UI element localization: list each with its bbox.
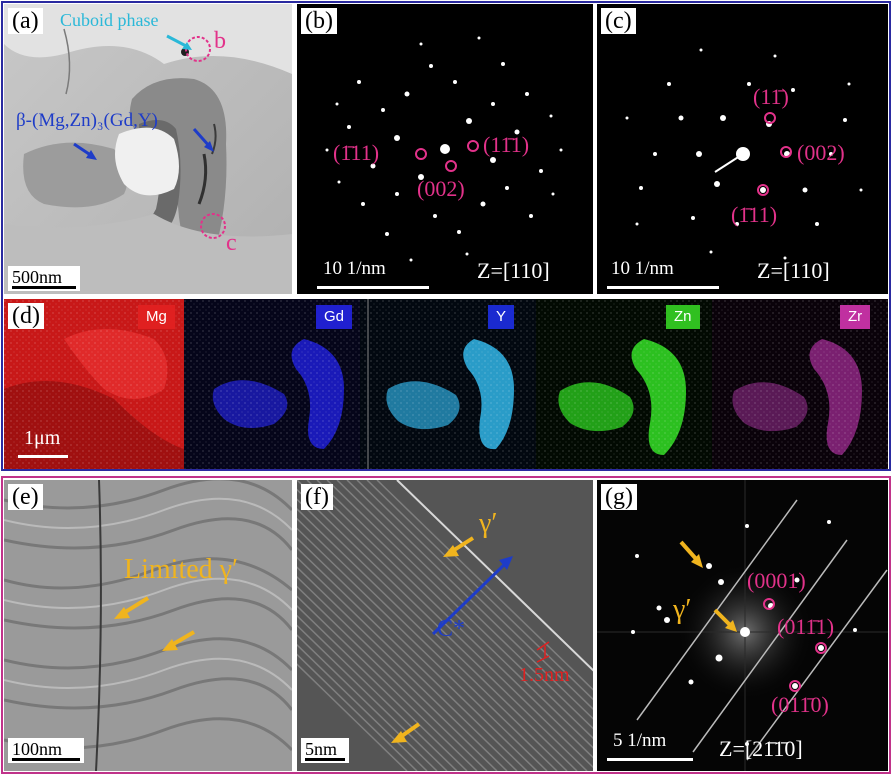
panel-g-scale-line [607,758,693,761]
panel-c-spot-2: (002) [797,140,845,165]
panel-b-diffraction: (b) (1̄11) (002) (11̄1) 10 1/nm Z=[110] [297,4,593,294]
panel-d-graphic [4,299,888,469]
top-figure-frame [1,1,891,471]
panel-b-spot-2: (002) [417,176,465,201]
panel-a-label: (a) [8,8,43,34]
marker-b: b [214,28,226,54]
eds-tag-y: Y [488,305,515,329]
panel-c-zone-axis: Z=[110] [757,258,830,283]
marker-c: c [226,230,237,256]
panel-c-spot-3: (1̄11) [731,202,778,227]
panel-f-label: (f) [301,484,333,510]
lattice-spacing-label: 1.5nm [519,664,570,686]
panel-e-scale-text: 100nm [12,739,63,759]
eds-tag-gd: Gd [316,305,353,329]
panel-a-tem-image: (a) Cuboid phase β-(Mg,Zn)₃(Gd,Y) b c 50… [4,4,292,294]
panel-b-scale-text: 10 1/nm [323,258,386,279]
panel-b-spot-3: (11̄1) [483,132,530,157]
panel-a-scalebar: 500nm [8,266,80,291]
eds-tag-mg: Mg [138,305,175,329]
panel-e-tem-image: (e) Limited γ′ 100nm [4,480,292,771]
bottom-figure-frame [1,476,891,774]
panel-e-graphic [4,480,292,771]
panel-b-graphic [325,36,563,262]
panel-d-scale-line [18,455,68,458]
panel-g-scale-text: 5 1/nm [613,730,667,751]
panel-f-scale-line [305,758,345,761]
panel-f-graphic [297,480,593,771]
panel-f-hrtem-image: (f) γ′ C* 1.5nm 5nm [297,480,593,771]
panel-e-label: (e) [8,484,43,510]
panel-b-zone-axis: Z=[110] [477,258,550,283]
panel-g-graphic [597,480,888,771]
panel-d-eds-maps: (d) Mg Gd Y Zn Zr 1μm [4,299,888,469]
panel-a-scale-line [12,286,76,289]
panel-c-scale-text: 10 1/nm [611,258,674,279]
panel-a-scale-text: 500nm [12,267,63,287]
eds-tag-zn: Zn [666,305,700,329]
eds-tag-zr: Zr [840,305,871,329]
panel-a-graphic [4,4,292,294]
panel-b-label: (b) [301,8,337,34]
panel-g-zone-axis: Z=[21̄1̄0] [719,736,803,761]
panel-g-spot-3: (011̄0) [771,692,829,717]
cuboid-phase-annotation: Cuboid phase [60,10,159,30]
panel-c-spot-1: (11̄) [753,84,789,109]
panel-e-scale-line [12,758,80,761]
panel-c-diffraction: (c) (11̄) (002) (1̄11) 10 1/nm Z=[110] [597,4,888,294]
panel-g-spot-1: (0001) [747,568,806,593]
panel-f-scalebar: 5nm [301,738,349,763]
panel-f-gamma-label: γ′ [479,508,498,539]
panel-d-label: (d) [8,303,44,329]
panel-b-scale-line [317,286,429,289]
panel-g-label: (g) [601,484,637,510]
limited-gamma-annotation: Limited γ′ [124,554,239,585]
panel-g-spot-2: (011̄1) [777,614,835,639]
panel-g-gamma-label: γ′ [673,594,692,625]
panel-g-fft-pattern: (g) γ′ (0001) (011̄1) (011̄0) 5 1/nm Z=[… [597,480,888,771]
panel-c-scale-line [607,286,719,289]
panel-f-scale-text: 5nm [305,739,338,759]
panel-b-spot-1: (1̄11) [333,140,380,165]
panel-c-graphic [625,48,863,260]
panel-d-scale-text: 1μm [24,427,61,449]
panel-c-label: (c) [601,8,636,34]
panel-e-scalebar: 100nm [8,738,84,763]
beta-phase-annotation: β-(Mg,Zn)₃(Gd,Y) [16,110,158,131]
c-star-axis-label: C* [437,616,466,642]
